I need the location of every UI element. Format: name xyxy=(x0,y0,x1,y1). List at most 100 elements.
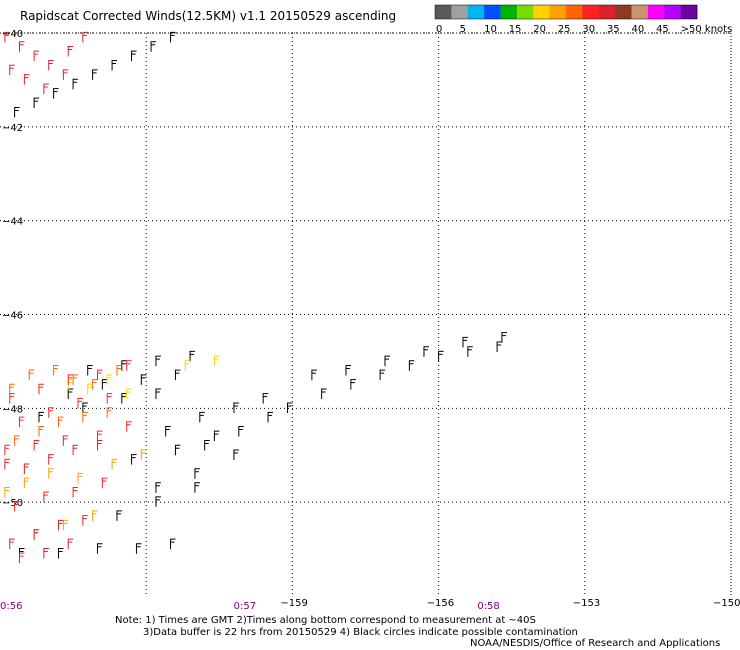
wind-barb xyxy=(96,543,103,554)
wind-barb xyxy=(106,393,113,404)
wind-barb xyxy=(496,341,503,353)
wind-barb xyxy=(53,88,59,99)
wind-barb xyxy=(350,379,356,390)
wind-barb xyxy=(96,430,103,442)
wind-barb xyxy=(87,364,93,376)
wind-barb xyxy=(14,501,20,512)
wind-barb xyxy=(82,31,88,43)
x-tick-label: −159 xyxy=(280,598,307,609)
y-tick-label: −40 xyxy=(2,29,23,40)
wind-barb xyxy=(9,64,15,76)
wind-barb xyxy=(43,547,49,559)
wind-barb xyxy=(204,440,210,451)
x-tick-label: −156 xyxy=(427,598,454,609)
wind-barb xyxy=(87,383,93,395)
wind-barb xyxy=(194,482,200,493)
wind-barb xyxy=(82,515,88,526)
legend-swatch xyxy=(615,5,632,19)
wind-barb xyxy=(121,360,127,371)
wind-barb xyxy=(67,374,74,385)
x-tick-label: −153 xyxy=(573,598,600,609)
wind-barb xyxy=(62,435,69,446)
wind-barb xyxy=(155,388,161,399)
wind-barb xyxy=(67,379,74,390)
wind-barb xyxy=(9,393,15,404)
wind-barb xyxy=(23,477,30,489)
wind-barb xyxy=(14,435,20,446)
wind-barb xyxy=(111,60,118,71)
wind-barb xyxy=(72,486,79,498)
time-label: 0:57 xyxy=(234,601,256,612)
time-label: 0:58 xyxy=(477,601,499,612)
wind-barb xyxy=(213,430,220,442)
wind-barb xyxy=(131,50,137,62)
wind-barb xyxy=(408,360,415,371)
wind-barb xyxy=(18,552,25,564)
wind-barb xyxy=(38,425,44,437)
wind-barb xyxy=(96,369,103,381)
time-label: 0:56 xyxy=(0,601,22,612)
footnote-line-2: 3)Data buffer is 22 hrs from 20150529 4)… xyxy=(143,627,578,638)
legend-label: 30 xyxy=(582,24,595,35)
wind-barb xyxy=(43,491,49,503)
wind-barb xyxy=(321,388,327,399)
wind-barb xyxy=(67,45,74,57)
wind-barb xyxy=(14,106,20,118)
wind-barb xyxy=(170,538,176,550)
legend-label: 10 xyxy=(484,24,497,35)
wind-barb xyxy=(77,472,83,484)
wind-barb xyxy=(18,41,25,52)
wind-barb xyxy=(48,454,54,465)
wind-barb xyxy=(62,519,69,531)
legend-label: 15 xyxy=(509,24,522,35)
wind-barb xyxy=(92,379,98,390)
legend-label: >50 knots xyxy=(681,24,733,35)
wind-barb xyxy=(213,355,220,367)
wind-barb xyxy=(165,425,171,437)
legend-label: 5 xyxy=(460,24,466,35)
wind-barb xyxy=(72,444,79,456)
wind-barb xyxy=(57,519,64,531)
wind-barb xyxy=(43,83,49,94)
legend-swatch xyxy=(566,5,583,19)
wind-barb xyxy=(96,440,103,451)
wind-barb xyxy=(92,510,98,521)
wind-barb xyxy=(53,364,59,376)
x-tick-label: −150 xyxy=(713,598,740,609)
legend-swatch xyxy=(582,5,600,19)
wind-barb xyxy=(82,411,88,423)
wind-barb xyxy=(33,50,40,62)
wind-barb xyxy=(57,416,64,428)
wind-barb xyxy=(438,350,444,362)
wind-barb xyxy=(170,31,176,43)
wind-barb xyxy=(126,388,132,399)
wind-barb xyxy=(62,69,69,80)
wind-barb xyxy=(57,547,64,559)
wind-barb xyxy=(345,364,352,376)
wind-barb xyxy=(150,41,157,52)
legend-swatch xyxy=(598,5,616,19)
legend-swatch xyxy=(664,5,681,19)
y-tick-label: −42 xyxy=(2,123,23,134)
wind-barb xyxy=(101,379,108,390)
wind-barb xyxy=(4,486,10,498)
wind-barb xyxy=(28,369,35,381)
wind-barb xyxy=(140,374,147,385)
wind-barb xyxy=(384,355,390,367)
y-tick-label: −44 xyxy=(2,217,23,228)
legend-swatch xyxy=(484,5,501,19)
wind-barb xyxy=(23,74,30,85)
wind-barb xyxy=(467,346,473,357)
wind-barb xyxy=(111,458,118,470)
wind-barb xyxy=(155,355,161,367)
wind-barb xyxy=(116,364,122,376)
legend-swatch xyxy=(549,5,567,19)
legend-swatch xyxy=(451,5,469,19)
legend-label: 20 xyxy=(533,24,546,35)
wind-barb xyxy=(238,425,244,437)
wind-barb xyxy=(72,374,79,385)
credit-text: NOAA/NESDIS/Office of Research and Appli… xyxy=(470,638,721,649)
wind-barb xyxy=(106,407,113,418)
y-tick-label: −46 xyxy=(2,311,23,322)
